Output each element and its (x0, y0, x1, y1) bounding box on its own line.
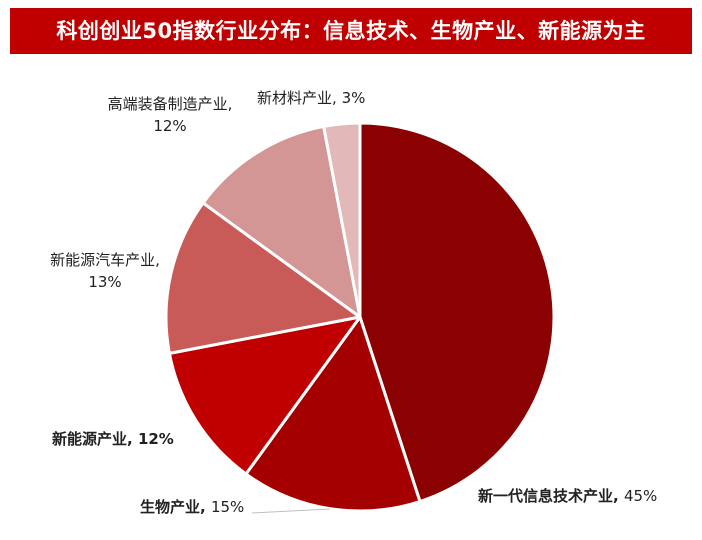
label-gaoduan: 高端装备制造产业, 12% (107, 95, 233, 135)
pie-slice-4 (201, 124, 362, 319)
label-xinnengyuanqiche: 新能源汽车产业, 13% (50, 251, 160, 291)
pie-slice-3 (164, 201, 362, 355)
leader-line-shengwu (251, 508, 331, 514)
label-xinnengyuan: 新能源产业, 12% (52, 430, 174, 448)
chart-title: 科创创业50指数行业分布：信息技术、生物产业、新能源为主 (10, 8, 692, 54)
label-xincailiao: 新材料产业, 3% (257, 89, 366, 107)
pie-slice-5 (322, 121, 362, 319)
pie-slice-0 (358, 121, 556, 503)
pie-slice-2 (167, 315, 362, 476)
label-shengwu: 生物产业, 15% (140, 498, 245, 516)
label-xinyidai: 新一代信息技术产业, 45% (478, 487, 658, 505)
